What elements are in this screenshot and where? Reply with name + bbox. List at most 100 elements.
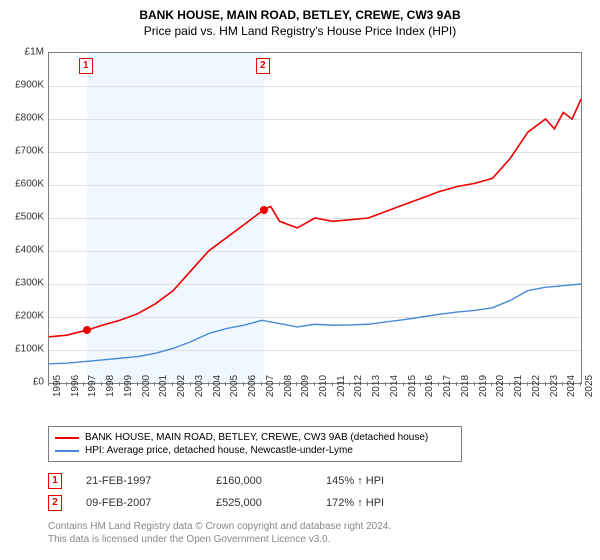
sale-row: 2 09-FEB-2007£525,000172% ↑ HPI <box>48 492 426 514</box>
x-axis-label: 2011 <box>336 375 347 397</box>
x-axis-label: 1998 <box>105 375 116 397</box>
x-tick <box>438 382 439 386</box>
y-axis-label: £1M <box>4 47 44 58</box>
x-axis-label: 2017 <box>442 375 453 397</box>
footer-line-1: Contains HM Land Registry data © Crown c… <box>48 520 391 533</box>
x-axis-label: 2004 <box>212 375 223 397</box>
x-axis-label: 2022 <box>531 375 542 397</box>
x-axis-label: 2006 <box>247 375 258 397</box>
sale-price: £160,000 <box>216 475 326 487</box>
x-tick <box>83 382 84 386</box>
x-tick <box>314 382 315 386</box>
x-axis-label: 1999 <box>123 375 134 397</box>
x-axis-label: 2015 <box>407 375 418 397</box>
x-axis-label: 2010 <box>318 375 329 397</box>
x-axis-label: 2003 <box>194 375 205 397</box>
x-axis-label: 2024 <box>566 375 577 397</box>
x-tick <box>279 382 280 386</box>
x-tick <box>154 382 155 386</box>
x-axis-label: 2019 <box>478 375 489 397</box>
x-axis-label: 2020 <box>495 375 506 397</box>
x-axis-label: 2012 <box>353 375 364 397</box>
chart-subtitle: Price paid vs. HM Land Registry's House … <box>0 22 600 42</box>
y-axis-label: £200K <box>4 311 44 322</box>
x-axis-label: 2014 <box>389 375 400 397</box>
sale-date: 21-FEB-1997 <box>86 475 216 487</box>
x-axis-label: 2008 <box>283 375 294 397</box>
x-tick <box>509 382 510 386</box>
x-tick <box>580 382 581 386</box>
x-tick <box>456 382 457 386</box>
x-axis-label: 2002 <box>176 375 187 397</box>
legend-label: BANK HOUSE, MAIN ROAD, BETLEY, CREWE, CW… <box>85 432 428 443</box>
sale-pct: 145% ↑ HPI <box>326 475 426 487</box>
y-axis-label: £800K <box>4 113 44 124</box>
plot-area <box>48 52 582 384</box>
footer-line-2: This data is licensed under the Open Gov… <box>48 533 391 546</box>
y-axis-label: £700K <box>4 146 44 157</box>
sale-marker-1: 1 <box>79 58 93 74</box>
series-line-hpi <box>49 284 581 364</box>
x-axis-label: 2013 <box>371 375 382 397</box>
chart-container: BANK HOUSE, MAIN ROAD, BETLEY, CREWE, CW… <box>0 0 600 560</box>
x-tick <box>367 382 368 386</box>
x-axis-label: 2018 <box>460 375 471 397</box>
x-tick <box>403 382 404 386</box>
x-tick <box>225 382 226 386</box>
x-tick <box>332 382 333 386</box>
x-axis-label: 2005 <box>229 375 240 397</box>
x-tick <box>101 382 102 386</box>
x-tick <box>208 382 209 386</box>
x-axis-label: 2001 <box>158 375 169 397</box>
x-tick <box>527 382 528 386</box>
y-axis-label: £500K <box>4 212 44 223</box>
x-tick <box>190 382 191 386</box>
legend-row: HPI: Average price, detached house, Newc… <box>55 444 455 457</box>
y-axis-label: £400K <box>4 245 44 256</box>
x-axis-label: 2009 <box>300 375 311 397</box>
x-axis-label: 2007 <box>265 375 276 397</box>
x-tick <box>474 382 475 386</box>
x-axis-label: 1996 <box>70 375 81 397</box>
footer-text: Contains HM Land Registry data © Crown c… <box>48 520 391 546</box>
chart-title: BANK HOUSE, MAIN ROAD, BETLEY, CREWE, CW… <box>0 0 600 22</box>
x-tick <box>243 382 244 386</box>
x-tick <box>562 382 563 386</box>
sale-number-badge: 1 <box>48 473 62 489</box>
x-axis-label: 2016 <box>424 375 435 397</box>
sale-price: £525,000 <box>216 497 326 509</box>
y-axis-label: £600K <box>4 179 44 190</box>
sale-row: 1 21-FEB-1997£160,000145% ↑ HPI <box>48 470 426 492</box>
x-axis-label: 1995 <box>52 375 63 397</box>
x-tick <box>349 382 350 386</box>
legend-label: HPI: Average price, detached house, Newc… <box>85 445 353 456</box>
x-tick <box>296 382 297 386</box>
y-axis-label: £300K <box>4 278 44 289</box>
x-tick <box>137 382 138 386</box>
sale-number-badge: 2 <box>48 495 62 511</box>
y-axis-label: £900K <box>4 80 44 91</box>
x-axis-label: 1997 <box>87 375 98 397</box>
x-axis-label: 2023 <box>549 375 560 397</box>
x-axis-label: 2021 <box>513 375 524 397</box>
legend-row: BANK HOUSE, MAIN ROAD, BETLEY, CREWE, CW… <box>55 431 455 444</box>
sale-dot-1 <box>83 326 91 334</box>
x-axis-label: 2000 <box>141 375 152 397</box>
chart-svg <box>49 53 581 383</box>
sale-pct: 172% ↑ HPI <box>326 497 426 509</box>
legend-swatch <box>55 437 79 439</box>
y-axis-label: £0 <box>4 377 44 388</box>
series-line-property <box>49 99 581 337</box>
x-tick <box>119 382 120 386</box>
x-axis-label: 2025 <box>584 375 595 397</box>
sale-date: 09-FEB-2007 <box>86 497 216 509</box>
x-tick <box>261 382 262 386</box>
sales-table: 1 21-FEB-1997£160,000145% ↑ HPI 2 09-FEB-20… <box>48 470 426 514</box>
y-axis-label: £100K <box>4 344 44 355</box>
x-tick <box>66 382 67 386</box>
sale-dot-2 <box>260 206 268 214</box>
x-tick <box>545 382 546 386</box>
x-tick <box>48 382 49 386</box>
x-tick <box>172 382 173 386</box>
x-tick <box>491 382 492 386</box>
